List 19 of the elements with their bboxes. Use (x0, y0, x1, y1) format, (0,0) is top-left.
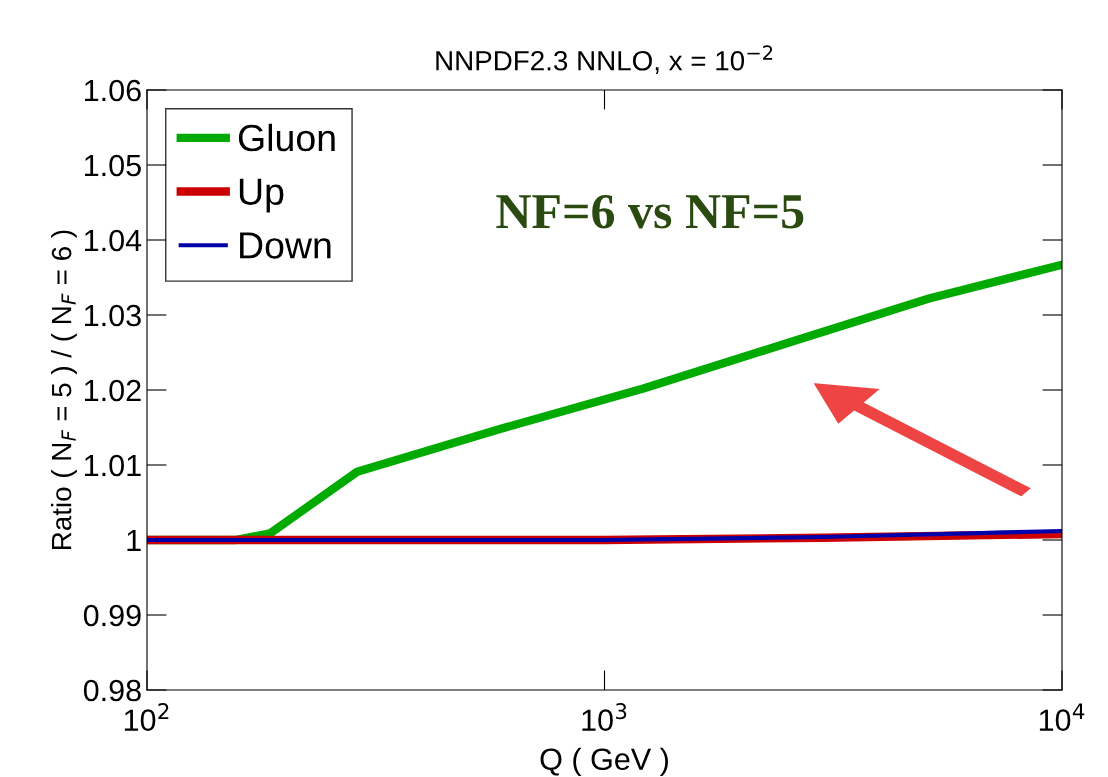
x-tick-label: 10$^{4}$ (1039, 703, 1085, 731)
legend-label: Gluon (238, 123, 335, 152)
y-axis-title: Ratio ( N$_{F}$ = 5 ) / ( N$_{F}$ = 6 ) (51, 230, 77, 549)
y-tick-label: 1.03 (85, 304, 141, 327)
y-tick-label: 1.02 (85, 379, 141, 402)
y-tick-label: 1.04 (85, 229, 142, 252)
chart-title: NNPDF2.3 NNLO, x = 10$^{−2}$ (436, 45, 773, 74)
legend-label: Down (240, 232, 331, 259)
legend-label: Up (239, 178, 284, 213)
y-tick-label: 1.06 (85, 79, 141, 102)
x-tick-label: 10$^{3}$ (582, 703, 627, 731)
x-tick-label: 10$^{2}$ (124, 703, 169, 731)
x-axis-title: Q ( GeV ) (540, 747, 668, 777)
y-tick-label: 0.99 (83, 604, 141, 627)
y-tick-label: 1.05 (85, 154, 141, 177)
annotation: NF=6 vs NF=5 (496, 194, 804, 229)
y-tick-label: 0.98 (83, 679, 141, 702)
y-tick-label: 1.01 (85, 454, 141, 477)
y-tick-label: 1 (127, 530, 141, 552)
